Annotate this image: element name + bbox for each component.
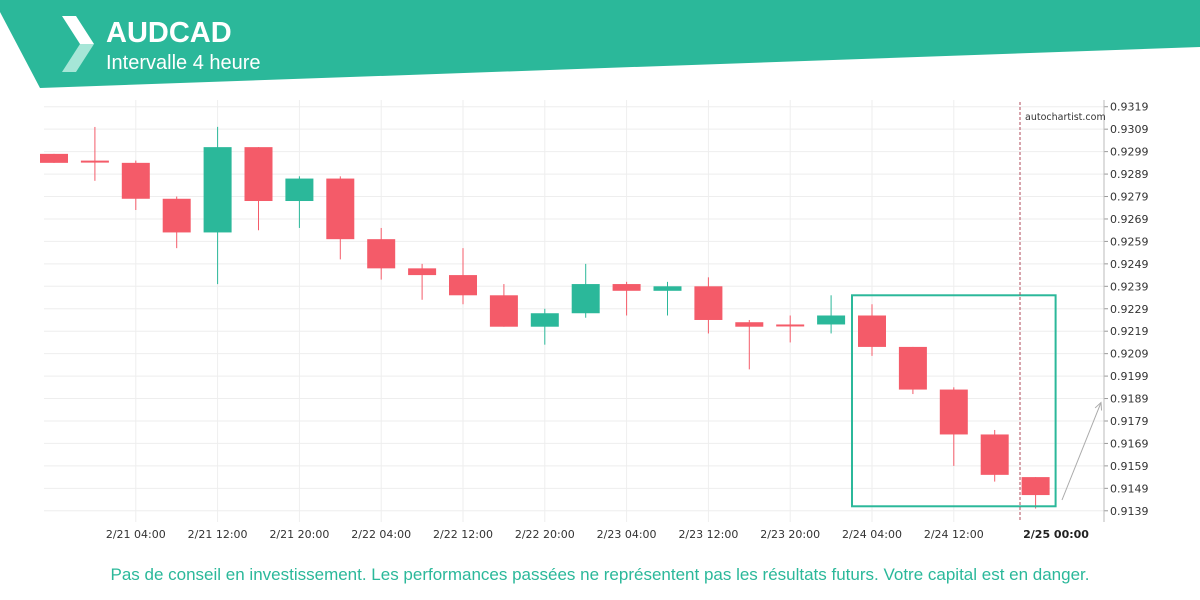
candle xyxy=(898,346,927,395)
candle-body xyxy=(530,313,559,327)
pattern-highlight-box xyxy=(851,294,1057,508)
timeframe-label: Intervalle 4 heure xyxy=(106,52,261,74)
price-tick-label: 0.9299 xyxy=(1110,146,1149,159)
price-tick-label: 0.9169 xyxy=(1110,437,1149,450)
candle xyxy=(817,295,846,334)
candle xyxy=(489,284,518,327)
candle-body xyxy=(735,322,764,327)
time-axis: 2/21 04:00 2/21 12:00 2/21 20:00 2/22 04:00… xyxy=(106,528,1089,541)
forecast-arrowhead-icon xyxy=(1094,401,1103,411)
candle-body xyxy=(776,324,805,327)
time-tick-label: 2/23 04:00 xyxy=(597,528,657,541)
price-tick-label: 0.9269 xyxy=(1110,213,1149,226)
candle xyxy=(244,147,273,231)
time-tick-label: 2/21 12:00 xyxy=(188,528,248,541)
candle-body xyxy=(285,178,314,202)
candle xyxy=(121,160,150,210)
instrument-symbol: AUDCAD xyxy=(106,17,232,49)
price-tick-label: 0.9249 xyxy=(1110,258,1149,271)
price-tick-label: 0.9159 xyxy=(1110,460,1149,473)
price-tick-label: 0.9189 xyxy=(1110,393,1149,406)
candle xyxy=(980,429,1009,482)
time-tick-label: 2/24 12:00 xyxy=(924,528,984,541)
candle-body xyxy=(162,198,191,233)
candle xyxy=(939,387,968,466)
price-tick-label: 0.9219 xyxy=(1110,325,1149,338)
candle xyxy=(80,126,109,181)
candle-body xyxy=(571,284,600,314)
price-tick-label: 0.9199 xyxy=(1110,370,1149,383)
price-tick-label: 0.9309 xyxy=(1110,123,1149,136)
time-tick-label: 2/25 00:00 xyxy=(1023,528,1089,541)
price-tick-label: 0.9229 xyxy=(1110,303,1149,316)
candle xyxy=(285,176,314,228)
candle xyxy=(530,308,559,345)
time-tick-label: 2/22 12:00 xyxy=(433,528,493,541)
candle-body xyxy=(489,295,518,327)
price-tick-label: 0.9209 xyxy=(1110,348,1149,361)
candle-body xyxy=(40,153,68,163)
price-tick-label: 0.9179 xyxy=(1110,415,1149,428)
candle-body xyxy=(367,239,396,269)
risk-disclaimer: Pas de conseil en investissement. Les pe… xyxy=(110,565,1090,584)
price-tick-label: 0.9239 xyxy=(1110,280,1149,293)
time-tick-label: 2/21 04:00 xyxy=(106,528,166,541)
time-tick-label: 2/21 20:00 xyxy=(269,528,329,541)
candle xyxy=(858,304,886,356)
time-tick-label: 2/23 20:00 xyxy=(760,528,820,541)
candle xyxy=(40,153,68,163)
price-tick-label: 0.9289 xyxy=(1110,168,1149,181)
candle-body xyxy=(653,286,682,291)
price-tick-label: 0.9259 xyxy=(1110,235,1149,248)
time-tick-label: 2/24 04:00 xyxy=(842,528,902,541)
forecast-arrow-icon xyxy=(1061,402,1102,501)
price-tick-label: 0.9279 xyxy=(1110,191,1149,204)
candle-body xyxy=(817,315,846,325)
candle xyxy=(203,126,232,285)
price-tick-label: 0.9139 xyxy=(1110,505,1149,518)
candle-body xyxy=(203,147,232,233)
candle-body xyxy=(858,315,886,347)
candle-body xyxy=(121,162,150,199)
candle-body xyxy=(408,268,437,276)
candle xyxy=(653,281,682,316)
price-tick-label: 0.9149 xyxy=(1110,482,1149,495)
candle xyxy=(694,277,723,334)
candle-body xyxy=(80,160,109,163)
watermark-text: autochartist.com xyxy=(1025,112,1106,123)
candle xyxy=(776,315,805,343)
candle xyxy=(449,248,477,305)
candle-series xyxy=(40,126,1050,509)
candle-body xyxy=(326,178,355,240)
candle-body xyxy=(694,286,723,320)
candle-body xyxy=(1021,477,1050,496)
candle-body xyxy=(898,346,927,390)
price-tick-label: 0.9319 xyxy=(1110,101,1149,114)
time-tick-label: 2/22 20:00 xyxy=(515,528,575,541)
candle xyxy=(1021,477,1050,509)
candle-body xyxy=(980,434,1009,475)
candle xyxy=(612,281,641,316)
time-tick-label: 2/22 04:00 xyxy=(351,528,411,541)
candle xyxy=(735,319,764,370)
candle xyxy=(367,227,396,280)
candle xyxy=(326,176,355,260)
pattern-overlay xyxy=(851,102,1103,522)
candle xyxy=(408,263,437,300)
candle-body xyxy=(939,389,968,435)
candle xyxy=(162,196,191,249)
candle-body xyxy=(449,275,477,296)
candle-body xyxy=(612,284,641,291)
price-axis: 0.9319 0.9309 0.9299 0.9289 0.9279 0.9269 0.92… xyxy=(1103,100,1149,522)
candle-body xyxy=(244,147,273,202)
candle xyxy=(571,263,600,318)
time-tick-label: 2/23 12:00 xyxy=(678,528,738,541)
